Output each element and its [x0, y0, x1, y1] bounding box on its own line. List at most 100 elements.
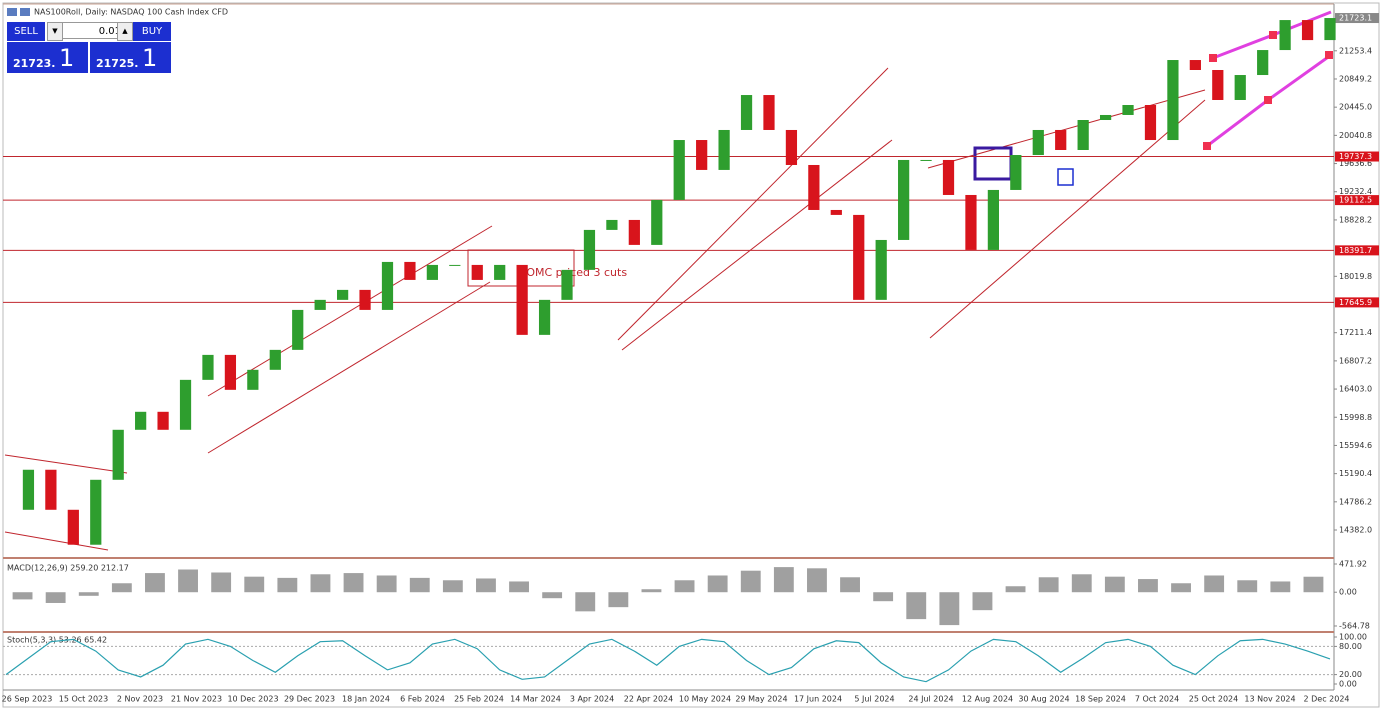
x-tick-label: 7 Oct 2024	[1135, 695, 1179, 704]
channel-line	[621, 139, 893, 351]
y-tick-label: 16807.2	[1339, 356, 1372, 365]
candle-body	[157, 411, 169, 430]
y-tick-label: 471.92	[1339, 560, 1367, 569]
y-tick-label: 14382.0	[1339, 526, 1372, 535]
price-big: 1	[59, 44, 75, 72]
channel-line	[929, 99, 1206, 339]
candle-body	[494, 264, 506, 280]
candle-body	[359, 289, 371, 310]
buy-price[interactable]: 21725. 1	[90, 42, 171, 73]
channel-line	[207, 225, 493, 397]
candle-body	[1167, 60, 1179, 141]
macd-bar	[542, 592, 563, 599]
y-tick-label: 20040.8	[1339, 131, 1372, 140]
candle-body	[740, 95, 753, 130]
wedge-point	[1325, 51, 1333, 59]
macd-bar	[78, 592, 99, 596]
macd-bar	[575, 592, 596, 612]
sell-price[interactable]: 21723. 1	[7, 42, 88, 73]
candle-body	[965, 194, 977, 250]
candle-body	[763, 95, 775, 130]
x-tick-label: 25 Oct 2024	[1189, 695, 1238, 704]
candle-body	[1234, 75, 1246, 100]
macd-bar	[12, 592, 33, 600]
x-tick-label: 29 Dec 2023	[284, 695, 335, 704]
candle-body	[269, 349, 281, 370]
level-label: 18391.7	[1339, 246, 1372, 255]
macd-bar	[906, 592, 927, 620]
macd-bar	[211, 572, 232, 593]
candle-body	[808, 164, 820, 210]
candle-body	[696, 140, 708, 170]
macd-bar	[840, 577, 860, 593]
macd-bar	[807, 568, 827, 593]
x-tick-label: 18 Jan 2024	[342, 695, 390, 704]
stoch-line	[5, 638, 1331, 683]
candle-body	[516, 264, 528, 335]
y-tick-label: 16403.0	[1339, 385, 1372, 394]
y-tick-label: 15594.6	[1339, 441, 1372, 450]
y-tick-label: 0.00	[1339, 588, 1357, 597]
candle-body	[898, 159, 910, 240]
level-label: 17645.9	[1339, 298, 1372, 307]
macd-bar	[1138, 579, 1158, 593]
macd-bar	[145, 573, 165, 593]
macd-bar	[707, 575, 728, 593]
wedge-point	[1269, 31, 1277, 39]
candle-body	[987, 189, 999, 250]
channel-line	[4, 531, 109, 551]
macd-bar	[939, 592, 960, 626]
macd-bar	[773, 567, 794, 593]
sell-button[interactable]: SELL	[7, 22, 45, 41]
channel-line	[617, 67, 889, 341]
candle-body	[1279, 20, 1291, 51]
candle-body	[1189, 60, 1201, 70]
macd-bar	[178, 569, 198, 593]
last-price-label: 21723.1	[1339, 14, 1372, 23]
icon	[7, 8, 17, 16]
candle-body	[224, 354, 237, 390]
y-tick-label: 17211.4	[1339, 328, 1372, 337]
macd-bar	[1171, 583, 1191, 593]
x-tick-label: 25 Feb 2024	[454, 695, 504, 704]
macd-bar	[674, 580, 695, 593]
drawings	[4, 67, 1206, 551]
chart-header: NAS100Roll, Daily: NASDAQ 100 Cash Index…	[34, 8, 228, 17]
x-tick-label: 13 Nov 2024	[1244, 695, 1295, 704]
macd-bar	[45, 592, 66, 603]
candle-body	[920, 159, 932, 161]
x-tick-label: 2 Dec 2024	[1303, 695, 1349, 704]
candle-body	[853, 214, 865, 300]
increase-button[interactable]: ▲	[117, 22, 133, 41]
buy-button[interactable]: BUY	[133, 22, 171, 41]
y-tick-label: 0.00	[1339, 680, 1357, 689]
x-tick-label: 5 Jul 2024	[854, 695, 894, 704]
level-label-bg	[1335, 297, 1379, 308]
candle-body	[426, 264, 438, 280]
macd-label: MACD(12,26,9) 259.20 212.17	[7, 564, 129, 573]
macd-bar	[1071, 574, 1092, 593]
annotation: FOMC priced 3 cuts	[520, 266, 627, 279]
level-label: 19112.5	[1339, 196, 1372, 205]
y-tick-label: 15998.8	[1339, 413, 1372, 422]
macd-bar	[277, 577, 298, 593]
macd-bar	[1237, 580, 1258, 593]
candle-body	[1257, 50, 1269, 76]
decrease-button[interactable]: ▼	[47, 22, 63, 41]
macd-bar	[310, 574, 331, 593]
candle-body	[292, 309, 304, 350]
macd-bar	[1270, 581, 1291, 593]
y-tick-label: 20849.2	[1339, 74, 1372, 83]
wedge-point	[1209, 54, 1217, 62]
volume-input[interactable]: 0.01	[62, 22, 126, 39]
price-main: 21723.	[13, 57, 56, 70]
candle-body	[1212, 69, 1224, 100]
candle-body	[942, 159, 955, 195]
stoch-label: Stoch(5,3,3) 53.26 65.42	[7, 636, 107, 645]
candle-body	[628, 219, 640, 245]
macd-bar	[343, 573, 364, 593]
macd-bar	[1303, 576, 1324, 593]
x-tick-label: 29 May 2024	[735, 695, 787, 704]
